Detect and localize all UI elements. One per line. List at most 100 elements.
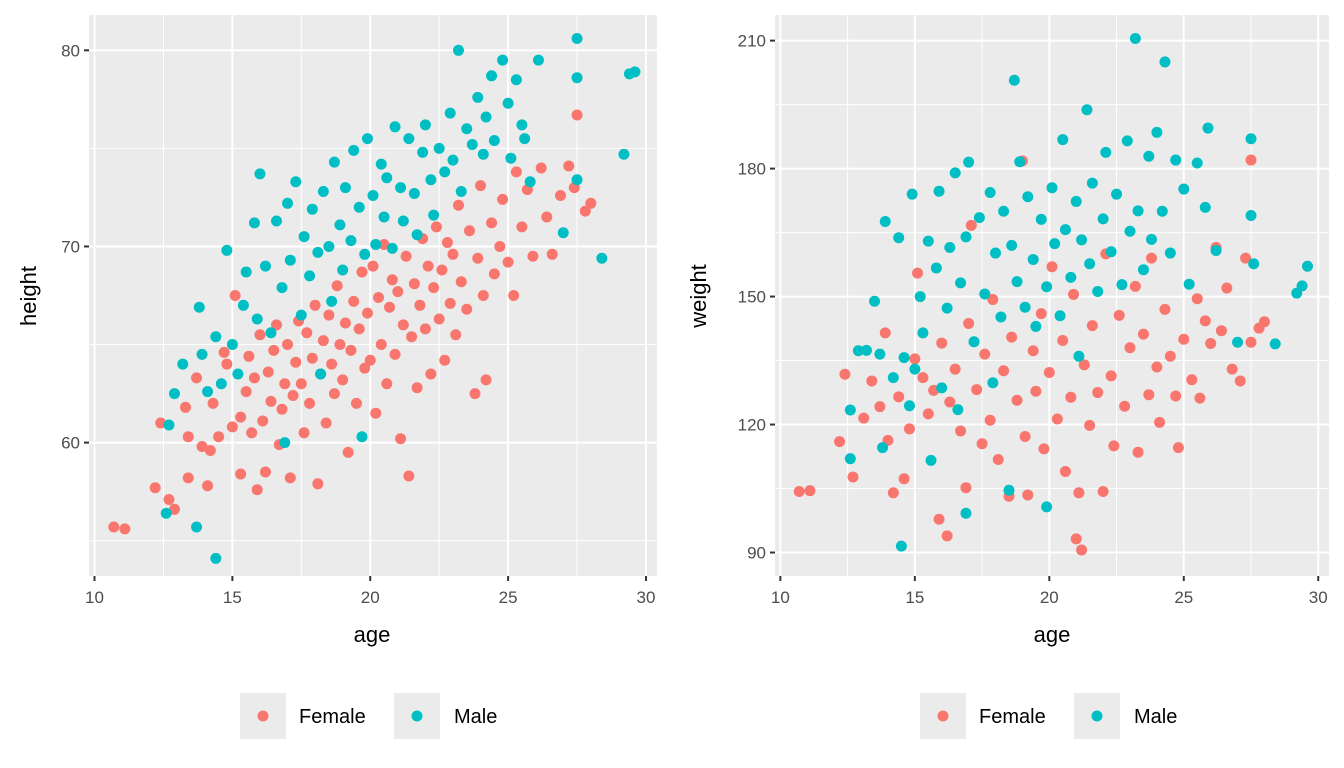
point-female (384, 301, 396, 313)
point-male (571, 33, 583, 45)
point-female (392, 286, 404, 298)
point-female (326, 358, 338, 370)
point-female (235, 411, 247, 423)
point-female (1035, 308, 1047, 320)
point-male (903, 400, 915, 412)
point-male (339, 182, 351, 194)
point-male (1081, 104, 1093, 116)
point-female (1194, 392, 1206, 404)
legend-label-female: Female (979, 706, 1046, 728)
point-male (936, 382, 948, 394)
point-female (1154, 416, 1166, 428)
point-male (226, 339, 238, 351)
point-female (436, 264, 448, 276)
point-female (510, 166, 522, 178)
point-female (987, 294, 999, 306)
point-female (276, 403, 288, 415)
point-female (1245, 154, 1257, 166)
plot-panel-background (775, 15, 1329, 576)
point-male (348, 144, 360, 156)
point-female (248, 372, 260, 384)
point-female (229, 290, 241, 301)
point-male (367, 189, 379, 201)
point-female (893, 391, 905, 403)
point-male (1054, 310, 1066, 322)
point-male (519, 133, 531, 145)
point-male (312, 246, 324, 258)
point-male (265, 327, 277, 339)
point-female (441, 237, 453, 249)
point-female (1170, 390, 1182, 402)
point-male (337, 264, 349, 276)
point-female (1030, 385, 1042, 397)
point-female (1092, 387, 1104, 399)
series-male (160, 33, 641, 564)
point-female (1164, 350, 1176, 362)
point-male (395, 182, 407, 194)
point-female (213, 431, 225, 443)
point-female (395, 433, 407, 445)
point-female (284, 472, 296, 484)
point-female (262, 366, 274, 378)
point-male (317, 186, 329, 198)
point-male (1092, 285, 1104, 297)
point-male (987, 377, 999, 389)
point-female (1070, 533, 1082, 545)
point-female (486, 217, 498, 229)
point-female (342, 446, 354, 458)
point-female (879, 327, 891, 339)
point-male (917, 327, 929, 339)
point-male (1151, 126, 1163, 138)
point-female (963, 317, 975, 329)
point-female (933, 513, 945, 525)
point-female (265, 395, 277, 407)
point-female (541, 211, 553, 223)
point-female (469, 388, 481, 400)
point-female (1234, 375, 1246, 387)
point-female (221, 358, 233, 370)
point-female (348, 295, 360, 307)
point-male (375, 158, 387, 170)
point-female (168, 503, 180, 515)
point-male (571, 174, 583, 186)
point-female (450, 329, 462, 341)
point-male (1121, 135, 1133, 147)
point-male (237, 299, 249, 311)
point-female (182, 472, 194, 484)
point-male (1105, 246, 1117, 258)
point-male (1027, 253, 1039, 265)
x-tick-label: 10 (771, 588, 790, 607)
point-female (546, 248, 558, 260)
point-female (1027, 345, 1039, 357)
point-male (898, 352, 910, 364)
point-male (1124, 225, 1136, 237)
point-female (1191, 293, 1203, 305)
point-female (452, 199, 464, 211)
x-axis-title-right: age (1034, 622, 1071, 647)
point-female (834, 436, 846, 448)
point-female (527, 250, 539, 262)
point-male (276, 282, 288, 294)
point-female (1199, 315, 1211, 327)
point-female (866, 375, 878, 387)
point-male (381, 172, 393, 184)
point-male (419, 119, 431, 131)
point-male (477, 148, 489, 160)
point-female (155, 417, 167, 429)
point-male (221, 244, 233, 256)
point-male (990, 247, 1002, 259)
point-male (1059, 224, 1071, 236)
point-female (180, 401, 192, 413)
point-female (535, 162, 547, 174)
point-male (386, 242, 398, 254)
x-tick-label: 15 (905, 588, 924, 607)
point-male (210, 552, 222, 564)
point-female (406, 331, 418, 343)
point-male (1073, 350, 1085, 362)
point-female (1258, 316, 1270, 328)
point-male (1035, 213, 1047, 225)
point-female (793, 486, 805, 498)
point-female (149, 482, 161, 494)
point-female (337, 374, 349, 386)
point-male (210, 331, 222, 343)
